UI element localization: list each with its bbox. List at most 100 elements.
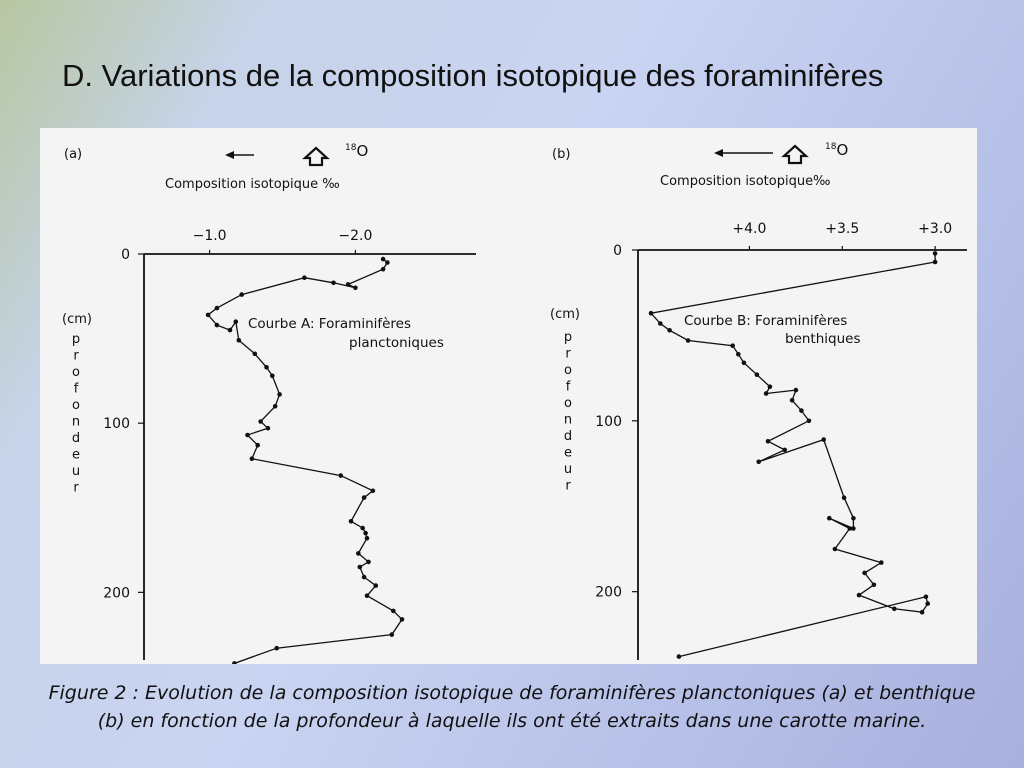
data-point (827, 515, 832, 521)
y-axis-letter: o (72, 365, 80, 380)
data-point (391, 608, 396, 614)
data-point (373, 583, 379, 588)
data-point (730, 343, 735, 348)
data-point (274, 645, 279, 651)
data-point (361, 495, 367, 500)
data-point (871, 582, 877, 588)
y-axis-letter: e (72, 448, 80, 463)
data-point (348, 519, 354, 524)
caption-line-2: (b) en fonction de la profondeur à laque… (97, 710, 927, 732)
data-point (754, 372, 760, 377)
figure-caption: Figure 2 : Evolution de la composition i… (0, 679, 1024, 735)
data-point (756, 459, 761, 465)
data-point (227, 327, 233, 333)
y-tick-label: 200 (595, 585, 622, 601)
x-axis-label: Composition isotopique ‰ (165, 177, 340, 192)
data-point (932, 259, 938, 265)
data-point (232, 661, 237, 666)
x-tick-label: −2.0 (338, 228, 372, 244)
up-arrow-icon (781, 144, 809, 165)
data-point (380, 266, 386, 272)
data-point (851, 526, 856, 531)
y-tick-label: 0 (613, 243, 622, 259)
y-tick-label: 100 (595, 414, 622, 430)
data-point (789, 398, 795, 403)
y-tick-label: 0 (121, 247, 130, 263)
data-point (741, 360, 747, 366)
y-axis-letter: o (564, 396, 572, 411)
data-point (360, 525, 366, 531)
y-axis-unit: (cm) (62, 312, 92, 327)
data-point (353, 285, 358, 291)
data-point (236, 338, 242, 343)
data-point (799, 408, 804, 413)
data-point (862, 570, 867, 576)
y-axis-letter: p (72, 332, 80, 347)
y-tick-label: 100 (103, 416, 130, 432)
data-point (363, 530, 368, 536)
curve-annotation: Courbe B: Foraminifères (684, 313, 847, 329)
data-point (923, 594, 929, 600)
data-point (338, 473, 344, 478)
data-point (357, 564, 363, 570)
y-axis-letter: d (564, 429, 572, 444)
data-point (841, 495, 847, 501)
y-axis-letter: p (564, 330, 572, 345)
y-axis-letter: u (564, 462, 572, 477)
data-point (399, 617, 405, 622)
data-point (252, 351, 258, 357)
y-axis-letter: d (72, 431, 80, 446)
y-axis-unit: (cm) (550, 307, 580, 322)
data-point (879, 560, 884, 565)
data-point (345, 282, 351, 287)
caption-line-1: Figure 2 : Evolution de la composition i… (48, 682, 976, 704)
y-axis-letter: n (72, 415, 80, 430)
y-axis-letter: r (565, 347, 571, 362)
data-point (832, 546, 838, 552)
data-point (389, 632, 395, 637)
data-point (793, 387, 799, 393)
isotope-mass: 18 (825, 142, 837, 152)
y-axis-letter: f (566, 380, 571, 395)
panel-label: (a) (64, 147, 82, 162)
data-point (851, 515, 856, 521)
data-point (356, 551, 361, 556)
data-point (380, 256, 386, 262)
data-point (255, 442, 260, 448)
y-axis-letter: n (564, 413, 572, 428)
data-point (847, 526, 852, 531)
chart-panel-b: (b) 18O Composition isotopique‰ +4.0 +3.5 +3.… (550, 141, 967, 660)
data-point (763, 391, 769, 396)
isotope-label: 18O (345, 142, 368, 160)
data-point (272, 404, 278, 409)
data-point (277, 392, 282, 397)
data-point (249, 456, 255, 462)
figure-panel: (a) 18O Composition isotopique ‰ −1.0 −2.0 0 1… (40, 128, 977, 666)
data-point (925, 601, 930, 606)
data-point (821, 437, 826, 442)
data-point (239, 292, 244, 297)
data-point (919, 609, 925, 615)
y-tick-label: 200 (103, 585, 130, 601)
isotope-label: 18O (825, 141, 848, 159)
data-point (366, 559, 371, 565)
data-point (265, 425, 271, 431)
data-point (302, 275, 307, 280)
series-line (207, 258, 403, 665)
data-point (214, 322, 220, 328)
data-point (233, 319, 239, 324)
data-point (264, 365, 269, 370)
data-point (667, 328, 672, 333)
data-point (685, 338, 691, 343)
data-point (385, 260, 390, 265)
y-axis-letter: o (72, 398, 80, 413)
data-point (676, 654, 682, 659)
y-axis-letter: f (74, 382, 79, 397)
curve-annotation-sub: planctoniques (349, 335, 444, 351)
data-point (214, 305, 220, 311)
y-axis-letter: r (565, 479, 571, 494)
isotope-mass: 18 (345, 143, 357, 153)
data-point (364, 535, 370, 541)
arrow-head (714, 149, 723, 157)
